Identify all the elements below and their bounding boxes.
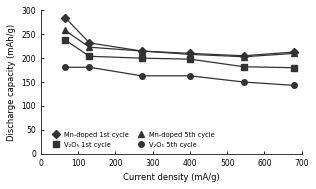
Legend: Mn-doped 1st cycle, V₂O₅ 1st cycle, Mn-doped 5th cycle, V₂O₅ 5th cycle: Mn-doped 1st cycle, V₂O₅ 1st cycle, Mn-d… bbox=[47, 129, 217, 150]
X-axis label: Current density (mA/g): Current density (mA/g) bbox=[123, 173, 220, 182]
Y-axis label: Discharge capacity (mAh/g): Discharge capacity (mAh/g) bbox=[7, 23, 16, 141]
